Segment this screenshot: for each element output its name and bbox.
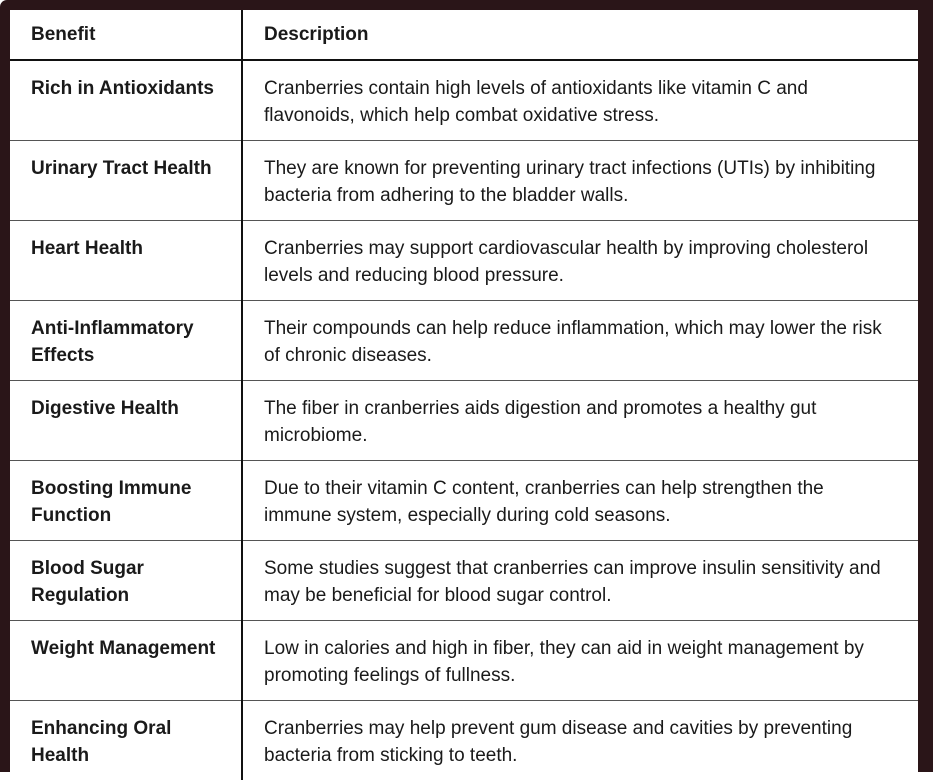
column-header-benefit: Benefit xyxy=(10,10,243,61)
benefits-table: Benefit Description Rich in Antioxidants… xyxy=(10,10,918,780)
benefit-cell: Boosting Immune Function xyxy=(10,460,243,541)
benefit-cell: Blood Sugar Regulation xyxy=(10,540,243,621)
description-cell: Some studies suggest that cranberries ca… xyxy=(242,540,918,621)
benefit-cell: Enhancing Oral Health xyxy=(10,700,243,780)
benefit-cell: Anti-Inflammatory Effects xyxy=(10,300,243,381)
table-row: Enhancing Oral Health Cranberries may he… xyxy=(10,700,918,780)
description-cell: Cranberries may help prevent gum disease… xyxy=(264,717,853,767)
description-cell: Cranberries contain high levels of antio… xyxy=(242,59,918,141)
table-row: Weight Management Low in calories and hi… xyxy=(10,620,918,701)
table-header: Benefit Description xyxy=(10,10,918,61)
header-row: Benefit Description xyxy=(10,10,918,61)
table-row: Heart Health Cranberries may support car… xyxy=(10,220,918,301)
table-row: Digestive Health The fiber in cranberrie… xyxy=(10,380,918,461)
table-row: Blood Sugar Regulation Some studies sugg… xyxy=(10,540,918,621)
benefit-cell: Digestive Health xyxy=(10,380,243,461)
description-cell: Cranberries may support cardiovascular h… xyxy=(242,220,918,301)
table-row: Rich in Antioxidants Cranberries contain… xyxy=(10,59,918,141)
description-cell: They are known for preventing urinary tr… xyxy=(242,140,918,221)
description-cell: The fiber in cranberries aids digestion … xyxy=(242,380,918,461)
benefit-cell: Rich in Antioxidants xyxy=(10,59,243,141)
benefit-cell: Urinary Tract Health xyxy=(10,140,243,221)
table-row: Anti-Inflammatory Effects Their compound… xyxy=(10,300,918,381)
column-header-description: Description xyxy=(242,10,918,61)
benefit-cell: Weight Management xyxy=(10,620,243,701)
table-body: Rich in Antioxidants Cranberries contain… xyxy=(10,59,918,780)
table-row: Boosting Immune Function Due to their vi… xyxy=(10,460,918,541)
description-cell: Low in calories and high in fiber, they … xyxy=(242,620,918,701)
benefit-cell: Heart Health xyxy=(10,220,243,301)
table-row: Urinary Tract Health They are known for … xyxy=(10,140,918,221)
description-cell: Their compounds can help reduce inflamma… xyxy=(242,300,918,381)
description-cell: Due to their vitamin C content, cranberr… xyxy=(242,460,918,541)
